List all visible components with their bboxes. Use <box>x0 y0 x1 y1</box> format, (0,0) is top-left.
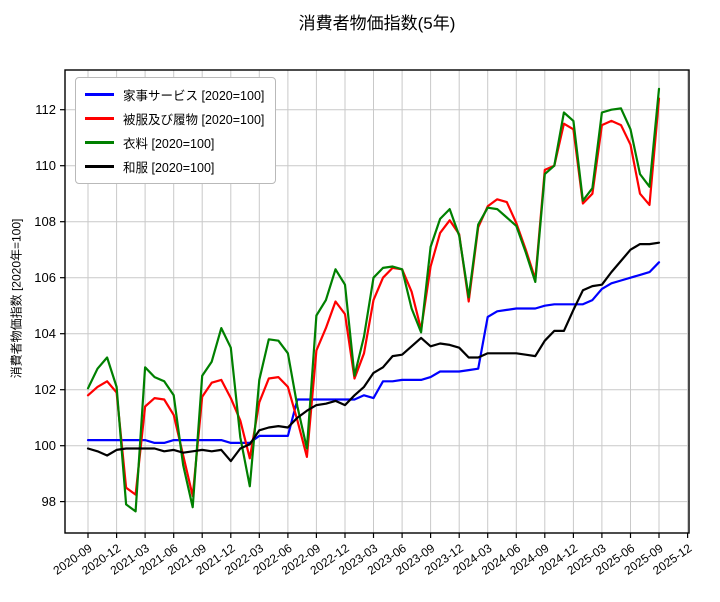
y-tick-label: 104 <box>34 326 56 341</box>
line-iryo <box>86 87 661 513</box>
y-tick-label: 110 <box>35 158 56 173</box>
legend-item-wafuku: 和服 [2020=100] <box>85 157 264 176</box>
y-tick-label: 100 <box>34 438 56 453</box>
legend-line-swatch <box>85 165 114 168</box>
legend-line-swatch <box>85 93 114 96</box>
y-axis: 98 100 102 104 106 108 110 112 <box>34 102 65 509</box>
y-tick-label: 102 <box>34 382 56 397</box>
series-lines <box>86 87 661 513</box>
y-tick-label: 108 <box>34 214 56 229</box>
legend-item-kaji-service: 家事サービス [2020=100] <box>85 85 264 104</box>
legend-label: 衣料 [2020=100] <box>123 137 215 151</box>
chart-title: 消費者物価指数(5年) <box>298 14 456 33</box>
plot-border <box>64 69 690 534</box>
legend-line-swatch <box>85 141 114 144</box>
line-kaji-service <box>86 261 661 444</box>
y-tick-label: 98 <box>42 494 56 509</box>
legend-label: 被服及び履物 [2020=100] <box>123 113 265 127</box>
y-tick-label: 112 <box>35 102 56 117</box>
legend-item-hifuku-hakimono: 被服及び履物 [2020=100] <box>85 109 264 128</box>
x-axis: 2020-092020-122021-032021-062021-092021-… <box>51 533 695 578</box>
line-wafuku <box>86 241 661 463</box>
legend-label: 和服 [2020=100] <box>123 161 215 175</box>
legend-label: 家事サービス [2020=100] <box>123 89 265 103</box>
line-hifuku-hakimono <box>86 97 661 498</box>
legend: 家事サービス [2020=100] 被服及び履物 [2020=100] 衣料 [… <box>75 77 277 184</box>
legend-line-swatch <box>85 117 114 120</box>
legend-item-iryo: 衣料 [2020=100] <box>85 133 264 152</box>
y-tick-label: 106 <box>34 270 56 285</box>
